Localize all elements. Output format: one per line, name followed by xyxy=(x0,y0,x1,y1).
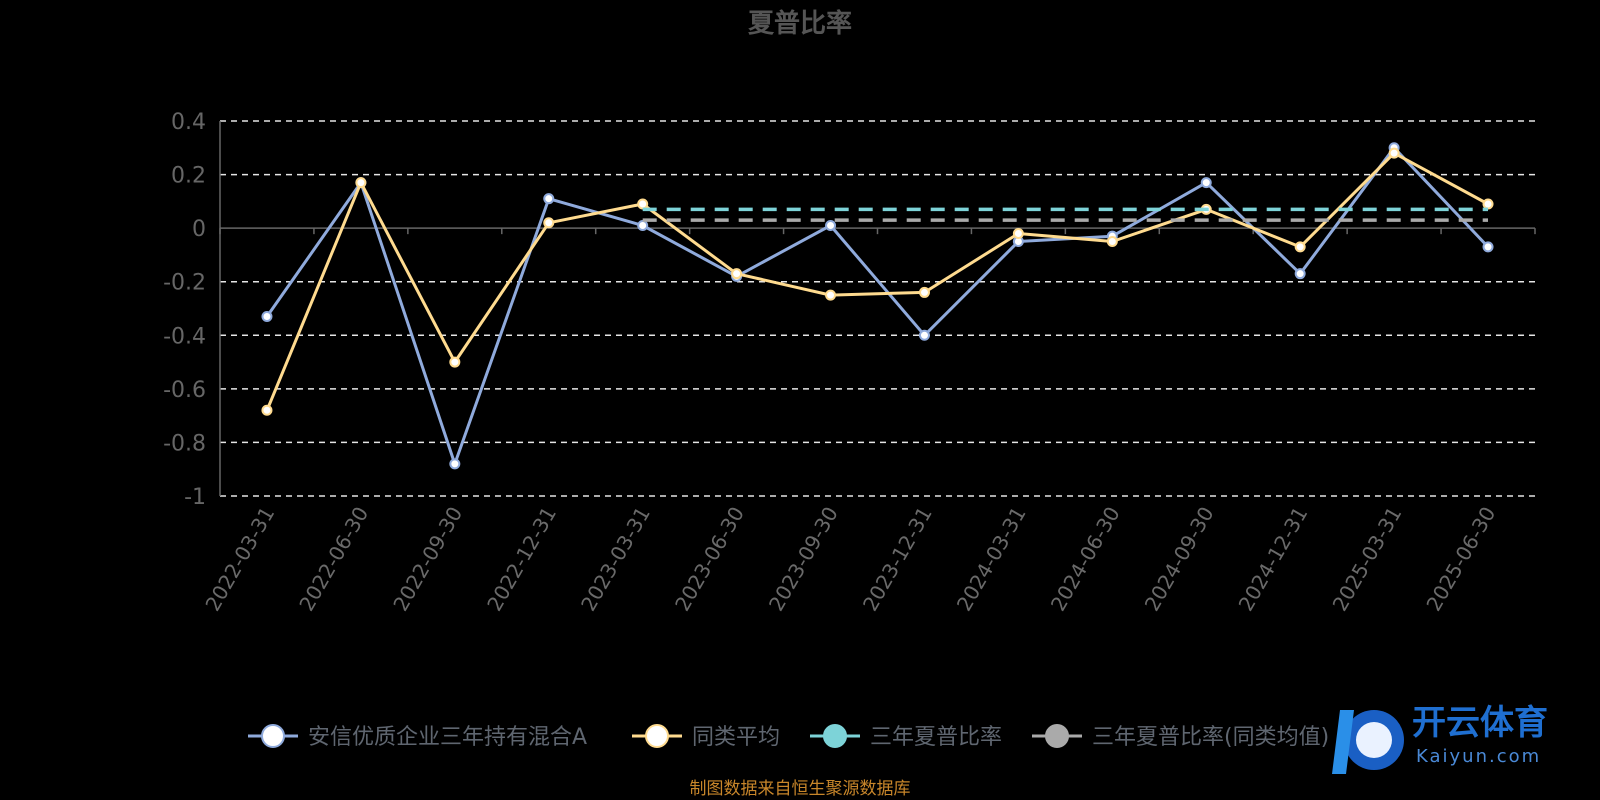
x-tick-label: 2024-12-31 xyxy=(1234,503,1313,616)
x-tick-label: 2023-09-30 xyxy=(764,503,843,616)
data-point xyxy=(261,404,273,416)
legend-marker xyxy=(261,724,285,748)
y-tick-label: 0 xyxy=(192,217,206,242)
legend-label: 安信优质企业三年持有混合A xyxy=(308,725,587,750)
legend-item-1[interactable]: 同类平均 xyxy=(632,724,780,750)
legend-label: 三年夏普比率(同类均值) xyxy=(1092,725,1329,750)
series-line xyxy=(265,151,1489,411)
x-tick-label: 2023-06-30 xyxy=(670,503,749,616)
legend-marker xyxy=(645,724,669,748)
data-point xyxy=(1482,241,1494,253)
x-tick-label: 2023-03-31 xyxy=(576,503,655,616)
chart-title: 夏普比率 xyxy=(748,8,852,39)
data-point xyxy=(1388,147,1400,159)
legend-item-2[interactable]: 三年夏普比率 xyxy=(810,724,1002,750)
y-tick-label: -0.6 xyxy=(163,378,206,403)
x-tick-label: 2023-12-31 xyxy=(858,503,937,616)
data-point xyxy=(543,193,555,205)
y-tick-labels: 0.4 0.2 0 -0.2 -0.4 -0.6 -0.8 -1 xyxy=(163,110,206,510)
legend-label: 同类平均 xyxy=(692,725,780,750)
watermark-text: 开云体育 xyxy=(1412,703,1548,743)
watermark-sub: Kaiyun.com xyxy=(1416,746,1541,767)
data-point xyxy=(825,219,837,231)
x-tick-labels: 2022-03-31 2022-06-30 2022-09-30 2022-12-31… xyxy=(200,502,1500,615)
data-point xyxy=(1482,198,1494,210)
legend-item-3[interactable]: 三年夏普比率(同类均值) xyxy=(1032,724,1329,750)
data-point xyxy=(543,217,555,229)
data-point xyxy=(731,268,743,280)
data-point xyxy=(1106,236,1118,248)
series-1 xyxy=(261,147,1494,416)
x-tick-label: 2022-03-31 xyxy=(200,503,279,616)
data-point xyxy=(637,219,649,231)
x-tick-label: 2022-06-30 xyxy=(294,503,373,616)
series-group xyxy=(261,142,1494,470)
x-tick-label: 2025-03-31 xyxy=(1328,503,1407,616)
x-tick-label: 2024-06-30 xyxy=(1046,503,1125,616)
data-point xyxy=(825,289,837,301)
y-tick-label: 0.2 xyxy=(171,164,206,189)
legend-item-0[interactable]: 安信优质企业三年持有混合A xyxy=(248,724,587,750)
legend-marker xyxy=(823,724,847,748)
series-line xyxy=(265,146,1490,466)
data-point xyxy=(918,329,930,341)
legend[interactable]: 安信优质企业三年持有混合A 同类平均 三年夏普比率 三年夏普比率(同类均值) xyxy=(248,724,1329,750)
y-tick-label: -0.2 xyxy=(163,271,206,296)
watermark-logo: 开云体育 Kaiyun.com xyxy=(1332,703,1548,774)
data-point xyxy=(1294,268,1306,280)
data-point xyxy=(449,356,461,368)
x-tick-label: 2022-09-30 xyxy=(388,502,467,615)
data-point xyxy=(355,177,367,189)
axes xyxy=(219,121,1536,496)
y-tick-label: -0.8 xyxy=(163,431,206,456)
data-point xyxy=(1012,228,1024,239)
grid-lines xyxy=(220,120,1535,497)
source-note: 制图数据来自恒生聚源数据库 xyxy=(690,779,911,799)
series-0 xyxy=(261,142,1494,470)
x-tick-label: 2024-03-31 xyxy=(952,503,1031,616)
x-tick-label: 2022-12-31 xyxy=(482,503,561,616)
y-tick-label: -1 xyxy=(184,485,206,510)
data-point xyxy=(1294,241,1306,253)
legend-marker xyxy=(1045,724,1069,748)
data-point xyxy=(918,286,930,298)
data-point xyxy=(637,198,649,210)
legend-label: 三年夏普比率 xyxy=(870,725,1002,750)
data-point xyxy=(261,311,273,323)
data-point xyxy=(449,458,461,470)
y-tick-label: -0.4 xyxy=(163,324,206,349)
x-tick-label: 2025-06-30 xyxy=(1421,503,1500,616)
x-tick-label: 2024-09-30 xyxy=(1140,503,1219,616)
y-tick-label: 0.4 xyxy=(171,110,206,135)
data-point xyxy=(1200,177,1212,189)
